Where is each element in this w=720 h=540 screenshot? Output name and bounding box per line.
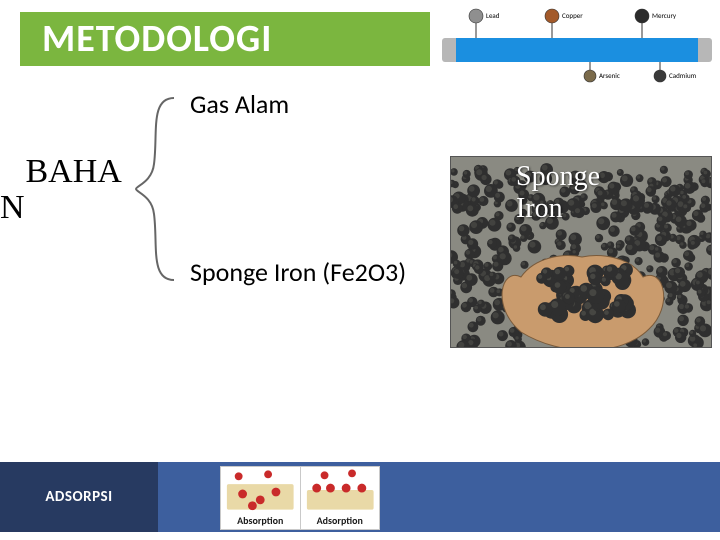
bracket-icon bbox=[130, 94, 176, 284]
item-sponge-iron: Sponge Iron (Fe2O3) bbox=[190, 256, 406, 288]
footer-left-label: ADSORPSI bbox=[45, 488, 112, 506]
title-bar: METODOLOGI bbox=[20, 12, 430, 66]
item-gas-alam: Gas Alam bbox=[190, 88, 289, 120]
svg-text:Lead: Lead bbox=[486, 11, 500, 20]
page-title: METODOLOGI bbox=[42, 16, 272, 62]
svg-text:Copper: Copper bbox=[562, 11, 583, 20]
absorption-label: Absorption bbox=[237, 514, 283, 527]
pipe-metals-diagram: Lead Copper Mercury Arsenic Cadmium bbox=[442, 6, 712, 84]
svg-text:Cadmium: Cadmium bbox=[669, 71, 697, 80]
svg-text:Arsenic: Arsenic bbox=[599, 71, 620, 80]
svg-text:Mercury: Mercury bbox=[652, 11, 677, 20]
absorption-adsorption-figure: Absorption Adsorption bbox=[220, 466, 380, 530]
adsorption-label: Adsorption bbox=[317, 514, 363, 527]
sponge-image-title: Sponge Iron bbox=[516, 161, 646, 225]
sponge-iron-image: Sponge Iron bbox=[450, 156, 712, 348]
adsorption-panel: Adsorption bbox=[300, 467, 380, 529]
footer-left: ADSORPSI bbox=[0, 462, 158, 532]
absorption-panel: Absorption bbox=[221, 467, 300, 529]
section-label-bahan: BAHAN bbox=[0, 154, 128, 225]
